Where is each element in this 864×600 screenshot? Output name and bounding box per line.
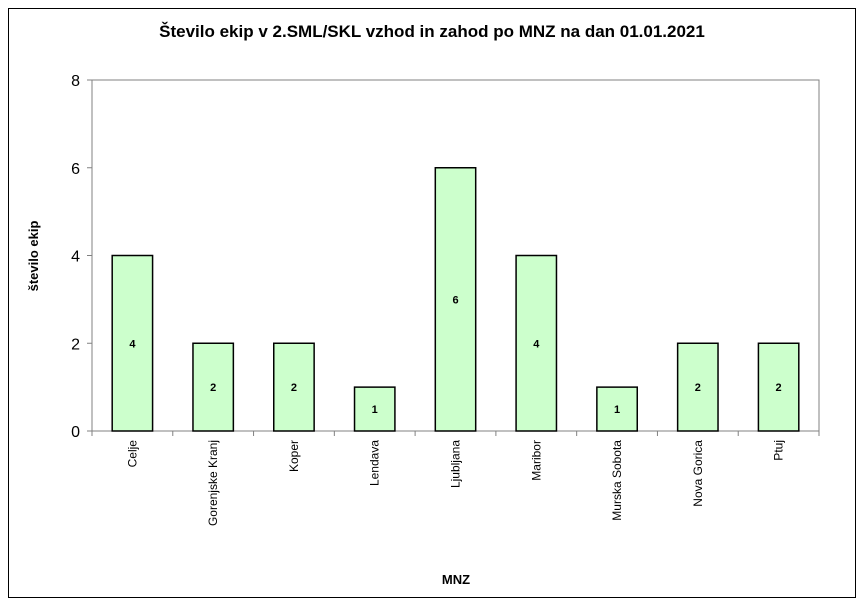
x-tick-label: Gorenjske Kranj (206, 440, 220, 526)
x-axis: Celje Gorenjske Kranj Koper Lendava Ljubljan… (91, 431, 820, 526)
y-tick-label: 0 (71, 424, 80, 441)
bar (596, 386, 638, 432)
bar-series (111, 167, 800, 432)
y-axis-title: število ekip (26, 221, 41, 292)
bar-value-label: 2 (291, 382, 297, 394)
y-tick-label: 4 (71, 249, 80, 266)
x-axis-title: MNZ (442, 572, 470, 587)
bar-value-label: 4 (533, 338, 540, 350)
y-tick-label: 8 (71, 73, 80, 90)
bar (192, 342, 235, 432)
y-tick-label: 6 (71, 161, 80, 178)
x-tick-label: Maribor (529, 440, 543, 481)
bar-value-label: 2 (776, 382, 782, 394)
x-tick-label: Ljubljana (449, 440, 463, 488)
bar (757, 342, 800, 432)
y-tick-label: 2 (71, 336, 80, 353)
bar (676, 342, 719, 432)
x-tick-label: Lendava (368, 440, 382, 486)
bar (353, 386, 396, 432)
bar-value-label: 2 (695, 382, 701, 394)
bar-value-label: 4 (129, 338, 136, 350)
bar (515, 254, 558, 432)
x-tick-label: Celje (125, 440, 139, 468)
bar-value-label: 1 (372, 404, 378, 416)
bar (434, 167, 477, 432)
x-tick-label: Koper (287, 440, 301, 472)
y-axis: 0 2 4 6 8 (71, 73, 92, 441)
chart-title: Število ekip v 2.SML/SKL vzhod in zahod … (159, 22, 705, 41)
x-tick-label: Murska Sobota (610, 440, 624, 521)
bar-value-label: 2 (210, 382, 216, 394)
x-tick-label: Nova Gorica (691, 440, 705, 507)
bar-value-label: 1 (614, 404, 620, 416)
x-tick-label: Ptuj (772, 440, 786, 461)
bar (273, 342, 315, 432)
bar (111, 254, 154, 432)
bar-value-label: 6 (452, 294, 458, 306)
data-labels: 4 2 2 1 6 4 1 2 2 (129, 294, 781, 416)
